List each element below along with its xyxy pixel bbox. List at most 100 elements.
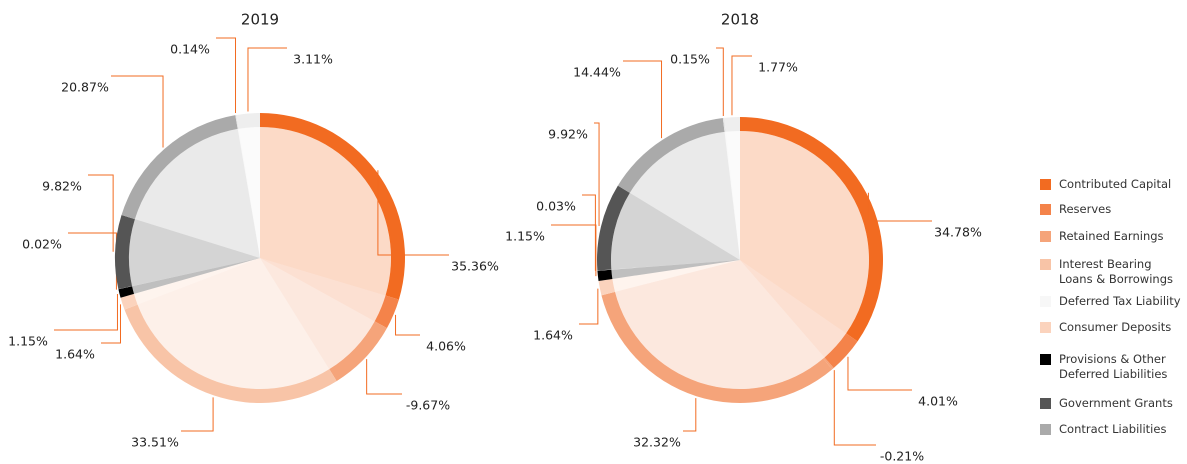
slice-fill: [260, 127, 391, 296]
slice-ring: [260, 113, 405, 300]
data-label: 34.78%: [934, 225, 982, 240]
data-label: 1.15%: [505, 229, 545, 244]
leader-line: [54, 293, 118, 331]
legend-swatch: [1040, 398, 1051, 409]
legend-item: Consumer Deposits: [1040, 320, 1187, 335]
legend-swatch: [1040, 424, 1051, 435]
slice-ring: [740, 117, 883, 342]
leader-line: [247, 47, 287, 112]
leader-line: [216, 37, 237, 114]
slice-ring: [329, 321, 387, 382]
slice-ring: [722, 117, 726, 132]
slice-ring: [118, 286, 135, 298]
data-label: 3.11%: [293, 52, 333, 67]
legend-swatch: [1040, 354, 1051, 365]
data-label: 1.64%: [533, 328, 573, 343]
slice-fill: [134, 258, 260, 305]
slice-ring: [596, 185, 630, 271]
legend-swatch: [1040, 259, 1051, 270]
chart-title: 2018: [721, 11, 759, 29]
slice-ring: [597, 269, 613, 281]
data-label: 32.32%: [633, 435, 681, 450]
data-label: 35.36%: [451, 259, 499, 274]
slice-fill: [611, 260, 740, 270]
leader-line: [731, 55, 752, 116]
legend-item: Provisions & Other Deferred Liabilities: [1040, 352, 1187, 382]
leader-line: [582, 194, 596, 271]
data-label: 20.87%: [61, 80, 109, 95]
slice-fill: [137, 258, 330, 389]
chart-title: 2019: [241, 11, 279, 29]
data-label: 33.51%: [131, 435, 179, 450]
legend-label: Consumer Deposits: [1059, 320, 1172, 334]
slice-ring: [597, 269, 612, 271]
leader-line: [68, 232, 117, 290]
legend-label: Contract Liabilities: [1059, 422, 1167, 436]
slice-ring: [724, 117, 740, 132]
legend-item: Interest Bearing Loans & Borrowings: [1040, 257, 1187, 287]
data-label: 4.01%: [918, 394, 958, 409]
leader-line: [579, 288, 599, 325]
data-label: 14.44%: [573, 65, 621, 80]
slice-fill: [611, 260, 740, 279]
slice-fill: [740, 260, 825, 359]
data-label: 1.77%: [758, 60, 798, 75]
slice-fill: [725, 131, 740, 260]
leader-line: [716, 47, 724, 116]
slice-ring: [598, 278, 616, 296]
legend-label: Interest Bearing Loans & Borrowings: [1059, 257, 1173, 286]
legend-item: Contributed Capital: [1040, 177, 1187, 192]
leader-line: [551, 224, 597, 277]
legend-item: Reserves: [1040, 202, 1187, 217]
data-label: 1.15%: [8, 334, 48, 349]
slice-ring: [824, 333, 858, 369]
data-label: 0.02%: [22, 237, 62, 252]
data-label: 1.64%: [55, 347, 95, 362]
legend-label: Reserves: [1059, 202, 1112, 216]
leader-line: [847, 356, 912, 391]
leader-line: [867, 192, 932, 222]
data-label: 4.06%: [426, 339, 466, 354]
slice-ring: [114, 215, 135, 290]
leader-line: [181, 397, 214, 432]
slice-ring: [617, 118, 725, 193]
data-label: 9.92%: [548, 127, 588, 142]
slice-fill: [740, 260, 847, 358]
leader-line: [683, 398, 697, 432]
data-label: -9.67%: [406, 398, 450, 413]
legend-swatch: [1040, 231, 1051, 242]
leader-line: [366, 359, 402, 395]
data-label: -0.21%: [880, 449, 924, 464]
legend-swatch: [1040, 296, 1051, 307]
legend-swatch: [1040, 179, 1051, 190]
legend-swatch: [1040, 322, 1051, 333]
slice-ring: [124, 304, 337, 403]
slice-fill: [260, 258, 375, 370]
slice-fill: [611, 192, 740, 270]
legend-swatch: [1040, 204, 1051, 215]
leader-line: [377, 170, 449, 256]
slice-fill: [132, 258, 260, 294]
legend-item: Government Grants: [1040, 396, 1187, 411]
leader-line: [594, 122, 600, 226]
legend-label: Retained Earnings: [1059, 229, 1164, 243]
legend-label: Government Grants: [1059, 396, 1173, 410]
slice-fill: [128, 219, 260, 287]
slice-ring: [823, 357, 834, 370]
slice-fill: [260, 258, 386, 322]
slice-fill: [132, 258, 260, 287]
legend-label: Provisions & Other Deferred Liabilities: [1059, 352, 1168, 381]
slice-ring: [235, 114, 239, 129]
slice-ring: [121, 115, 238, 220]
slice-fill: [237, 128, 260, 258]
slice-ring: [118, 286, 133, 290]
data-label: 9.82%: [42, 179, 82, 194]
data-label: 0.03%: [536, 199, 576, 214]
slice-fill: [740, 131, 870, 334]
slice-fill: [134, 128, 260, 258]
legend-label: Contributed Capital: [1059, 177, 1172, 191]
slice-fill: [615, 260, 824, 389]
slice-ring: [374, 295, 399, 329]
legend-item: Retained Earnings: [1040, 229, 1187, 244]
data-label: 0.14%: [170, 42, 210, 57]
